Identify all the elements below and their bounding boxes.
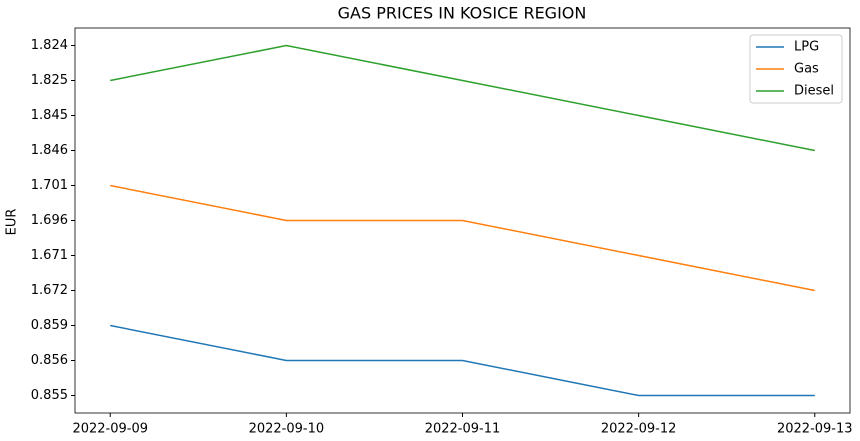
legend-label: Gas [794, 62, 819, 77]
y-tick-label: 1.824 [31, 38, 68, 53]
legend-label: Diesel [794, 84, 834, 99]
x-tick-label: 2022-09-10 [249, 422, 325, 437]
y-tick-label: 1.701 [31, 178, 68, 193]
y-tick-label: 0.859 [31, 318, 68, 333]
y-tick-label: 1.672 [31, 283, 68, 298]
series-line [110, 44, 815, 152]
x-tick-label: 2022-09-11 [425, 422, 501, 437]
y-tick-label: 1.696 [31, 213, 68, 228]
y-tick-label: 1.845 [31, 108, 68, 123]
y-tick-label: 0.855 [31, 388, 68, 403]
chart-title: GAS PRICES IN KOSICE REGION [338, 4, 587, 23]
y-tick-label: 1.671 [31, 248, 68, 263]
y-tick-label: 1.825 [31, 73, 68, 88]
series-line [110, 324, 815, 397]
legend-label: LPG [794, 40, 819, 55]
legend: LPG Gas Diesel [749, 34, 843, 104]
series-line [110, 184, 815, 292]
y-tick-label: 1.846 [31, 143, 68, 158]
plot-frame [74, 27, 851, 414]
legend-box [749, 34, 843, 104]
y-axis-label: EUR [5, 209, 20, 236]
y-tick-label: 0.856 [31, 353, 68, 368]
x-tick-label: 2022-09-09 [72, 422, 148, 437]
x-tick-label: 2022-09-12 [601, 422, 677, 437]
x-tick-label: 2022-09-13 [777, 422, 853, 437]
